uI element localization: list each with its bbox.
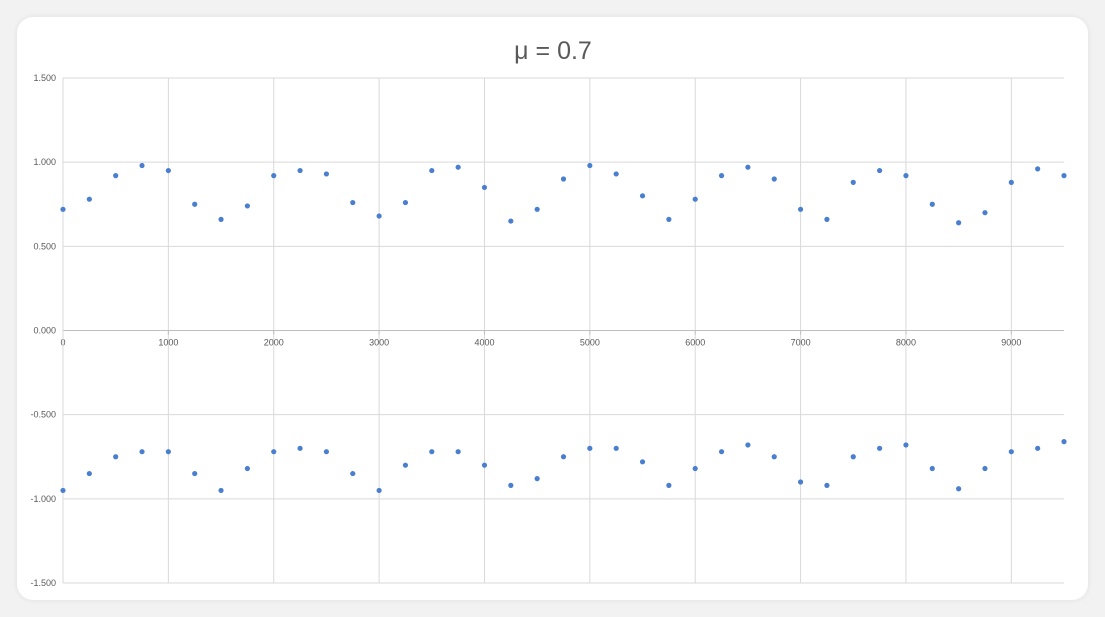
chart-title: μ = 0.7 bbox=[514, 37, 592, 65]
scatter-point bbox=[824, 482, 830, 488]
scatter-point bbox=[86, 196, 92, 202]
scatter-point bbox=[60, 487, 66, 494]
x-tick-label: 4000 bbox=[474, 338, 494, 348]
scatter-point bbox=[534, 476, 540, 482]
scatter-point bbox=[165, 449, 171, 455]
scatter-point bbox=[877, 445, 883, 451]
scatter-point bbox=[508, 218, 514, 224]
chart-card: μ = 0.7 1.500 1.000 0.500 0.000 -0.500 -1.000… bbox=[17, 17, 1088, 600]
scatter-point bbox=[718, 449, 725, 455]
y-tick-label: -0.500 bbox=[30, 410, 56, 420]
scatter-point bbox=[771, 454, 777, 460]
scatter-point bbox=[1061, 439, 1067, 445]
scatter-point bbox=[455, 449, 461, 455]
y-tick-label: 1.000 bbox=[33, 157, 56, 167]
x-tick-label: 9000 bbox=[1001, 338, 1021, 348]
scatter-point bbox=[402, 462, 409, 468]
scatter-point bbox=[666, 216, 672, 222]
scatter-point bbox=[613, 171, 619, 177]
scatter-point bbox=[297, 167, 303, 174]
scatter-point bbox=[1061, 173, 1067, 179]
scatter-point bbox=[587, 445, 593, 451]
scatter-point bbox=[797, 206, 804, 212]
x-tick-label: 1000 bbox=[158, 338, 178, 348]
scatter-point bbox=[271, 173, 277, 179]
scatter-point bbox=[850, 179, 856, 185]
scatter-point bbox=[903, 173, 909, 179]
scatter-point bbox=[244, 465, 250, 472]
y-tick-label: 0.500 bbox=[33, 241, 56, 251]
x-tick-label: 8000 bbox=[896, 338, 916, 348]
scatter-point bbox=[481, 462, 488, 468]
y-tick-label: -1.500 bbox=[30, 578, 56, 588]
scatter-point bbox=[323, 449, 330, 455]
scatter-point bbox=[903, 442, 909, 448]
scatter-point bbox=[350, 470, 356, 477]
scatter-point bbox=[113, 454, 119, 460]
y-tick-label: 1.500 bbox=[33, 73, 56, 83]
x-tick-label: 2000 bbox=[264, 338, 284, 348]
x-tick-label: 5000 bbox=[580, 338, 600, 348]
scatter-point bbox=[982, 210, 988, 216]
scatter-point bbox=[1035, 166, 1041, 172]
scatter-point bbox=[376, 213, 382, 219]
scatter-point bbox=[587, 162, 593, 169]
scatter-point bbox=[139, 449, 145, 455]
scatter-point bbox=[481, 184, 488, 191]
scatter-point bbox=[745, 164, 751, 170]
scatter-point bbox=[86, 470, 92, 477]
scatter-point bbox=[455, 164, 461, 170]
scatter-point bbox=[956, 486, 962, 492]
y-tick-label: 0.000 bbox=[33, 326, 56, 336]
scatter-point bbox=[429, 449, 435, 455]
scatter-point bbox=[60, 206, 66, 212]
scatter-point bbox=[982, 465, 988, 472]
scatter-point bbox=[376, 487, 382, 494]
scatter-point bbox=[560, 454, 567, 460]
scatter-chart: μ = 0.7 1.500 1.000 0.500 0.000 -0.500 -1.000… bbox=[30, 37, 1067, 588]
scatter-point bbox=[218, 487, 224, 494]
scatter-point bbox=[218, 216, 224, 222]
scatter-point bbox=[165, 167, 171, 174]
scatter-point bbox=[192, 201, 198, 207]
scatter-point bbox=[402, 199, 409, 206]
scatter-point bbox=[613, 445, 619, 451]
scatter-point bbox=[850, 454, 856, 460]
scatter-point bbox=[745, 442, 751, 448]
scatter-point bbox=[797, 479, 804, 485]
scatter-point bbox=[956, 220, 962, 226]
x-tick-label: 3000 bbox=[369, 338, 389, 348]
scatter-point bbox=[1035, 445, 1041, 451]
scatter-point bbox=[560, 176, 567, 182]
scatter-point bbox=[323, 171, 330, 177]
scatter-point bbox=[877, 167, 883, 174]
scatter-point bbox=[113, 173, 119, 179]
scatter-point bbox=[192, 470, 198, 477]
scatter-point bbox=[1008, 449, 1014, 455]
scatter-point bbox=[692, 196, 698, 202]
y-tick-label: -1.000 bbox=[30, 494, 56, 504]
scatter-point bbox=[666, 482, 672, 488]
scatter-point bbox=[929, 201, 935, 207]
scatter-point bbox=[639, 459, 646, 465]
scatter-point bbox=[139, 162, 145, 169]
scatter-point bbox=[297, 445, 303, 451]
scatter-point bbox=[718, 173, 725, 179]
scatter-point bbox=[771, 176, 777, 182]
scatter-point bbox=[824, 216, 830, 222]
data-points bbox=[60, 162, 1067, 494]
scatter-point bbox=[350, 199, 356, 206]
scatter-point bbox=[271, 449, 277, 455]
scatter-point bbox=[639, 193, 646, 199]
scatter-point bbox=[244, 203, 250, 209]
scatter-point bbox=[534, 206, 540, 212]
scatter-point bbox=[1008, 179, 1014, 185]
scatter-point bbox=[692, 465, 698, 472]
scatter-point bbox=[508, 482, 514, 488]
x-tick-label: 7000 bbox=[791, 338, 811, 348]
scatter-point bbox=[929, 465, 935, 472]
scatter-point bbox=[429, 167, 435, 174]
axes: 1.5001.0000.5000.000-0.500-1.000-1.50001… bbox=[30, 73, 1064, 588]
x-tick-label: 6000 bbox=[685, 338, 705, 348]
